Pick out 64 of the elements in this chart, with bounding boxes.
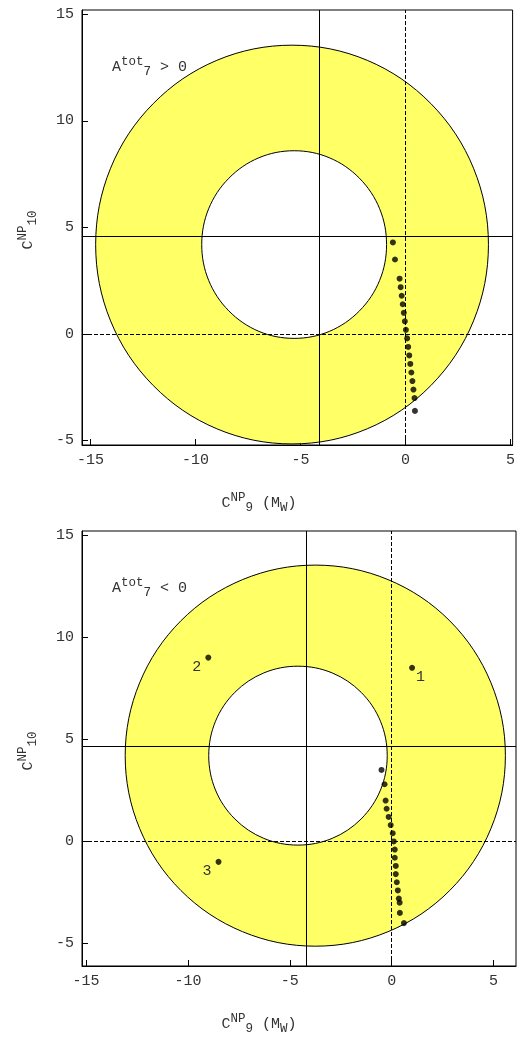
point bbox=[401, 318, 408, 325]
point bbox=[390, 838, 397, 845]
x-axis-title: C$^{NP}$$_{9}$ (M$_{W}$) bbox=[220, 491, 298, 515]
x-tick-label: -5 bbox=[291, 452, 310, 469]
x-tick-label: -5 bbox=[280, 973, 299, 990]
point bbox=[411, 407, 418, 414]
y-tick-label: -5 bbox=[55, 935, 74, 953]
x-tick-label: -15 bbox=[76, 452, 104, 469]
annotation: 3 bbox=[202, 862, 212, 880]
point bbox=[392, 871, 399, 878]
point bbox=[378, 766, 385, 773]
point bbox=[396, 909, 403, 916]
point bbox=[385, 813, 392, 820]
annotation: 2 bbox=[192, 658, 202, 676]
point bbox=[387, 822, 394, 829]
x-tick-label: -10 bbox=[174, 973, 202, 990]
point bbox=[391, 846, 398, 853]
y-tick-label: 15 bbox=[55, 5, 74, 23]
annotation: A$^{tot}$$_{7}$ > 0 bbox=[112, 55, 188, 79]
y-tick-label: 10 bbox=[55, 112, 74, 130]
point bbox=[402, 326, 409, 333]
x-tick-label: 0 bbox=[387, 973, 397, 990]
point bbox=[400, 920, 407, 927]
point bbox=[391, 256, 398, 263]
x-tick-label: -10 bbox=[181, 452, 209, 469]
x-tick-label: 5 bbox=[489, 973, 499, 990]
point bbox=[399, 301, 406, 308]
point bbox=[205, 654, 212, 661]
y-tick-label: 5 bbox=[64, 219, 74, 236]
point bbox=[404, 335, 411, 342]
x-tick-label: 0 bbox=[400, 452, 410, 469]
point bbox=[400, 309, 407, 316]
point bbox=[389, 830, 396, 837]
point bbox=[405, 343, 412, 350]
point bbox=[383, 805, 390, 812]
point bbox=[410, 386, 417, 393]
point bbox=[411, 395, 418, 402]
point bbox=[407, 360, 414, 367]
point bbox=[397, 284, 404, 291]
point bbox=[406, 352, 413, 359]
x-axis-title: C$^{NP}$$_{9}$ (M$_{W}$) bbox=[220, 1012, 298, 1036]
y-tick-label: 0 bbox=[64, 325, 74, 343]
point bbox=[381, 781, 388, 788]
point bbox=[409, 664, 416, 671]
point bbox=[215, 858, 222, 865]
x-tick-label: 5 bbox=[505, 452, 516, 469]
annotation: A$^{tot}$$_{7}$ < 0 bbox=[112, 576, 188, 600]
y-tick-label: 10 bbox=[55, 628, 74, 646]
point bbox=[394, 887, 401, 894]
point bbox=[398, 292, 405, 299]
y-tick-label: 5 bbox=[64, 730, 74, 748]
y-tick-label: -5 bbox=[55, 432, 74, 450]
y-tick-label: 0 bbox=[64, 832, 74, 850]
point bbox=[393, 879, 400, 886]
x-tick-label: -15 bbox=[72, 973, 100, 990]
point bbox=[389, 239, 396, 246]
point bbox=[382, 797, 389, 804]
point bbox=[396, 275, 403, 282]
point bbox=[391, 854, 398, 861]
point bbox=[409, 378, 416, 385]
point bbox=[392, 862, 399, 869]
point bbox=[396, 899, 403, 906]
annotation: 1 bbox=[416, 668, 426, 686]
y-tick-label: 15 bbox=[55, 526, 74, 544]
